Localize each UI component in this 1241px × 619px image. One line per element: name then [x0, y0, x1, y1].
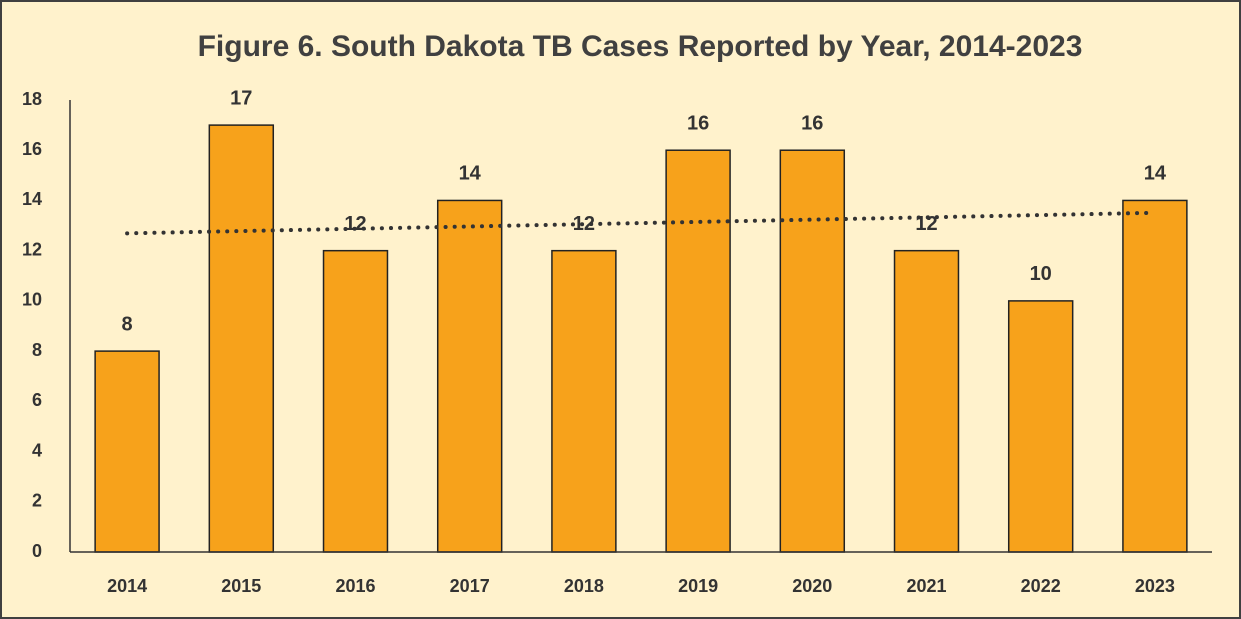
x-tick-label: 2019	[678, 576, 718, 596]
x-tick-label: 2020	[792, 576, 832, 596]
x-tick-label: 2018	[564, 576, 604, 596]
bar	[1122, 199, 1188, 553]
y-tick-label: 12	[22, 239, 42, 259]
data-label: 12	[915, 213, 937, 235]
y-tick-label: 6	[32, 390, 42, 410]
x-tick-label: 2015	[221, 576, 261, 596]
trendline	[125, 210, 1157, 236]
bar	[322, 249, 389, 553]
bar	[1007, 300, 1074, 553]
bar	[208, 124, 275, 553]
data-label: 10	[1030, 263, 1052, 285]
x-tick-label: 2023	[1135, 576, 1175, 596]
data-label: 16	[687, 113, 709, 135]
y-tick-label: 18	[22, 89, 42, 109]
bar	[779, 149, 846, 553]
data-label: 17	[230, 87, 252, 109]
bar	[94, 350, 160, 553]
y-tick-label: 2	[32, 491, 42, 511]
data-label: 14	[1144, 163, 1167, 185]
y-tick-label: 16	[22, 139, 42, 159]
x-tick-label: 2017	[450, 576, 490, 596]
y-tick-label: 14	[22, 189, 42, 209]
y-tick-label: 10	[22, 290, 42, 310]
y-tick-label: 4	[32, 440, 42, 460]
bar	[893, 249, 960, 553]
x-tick-label: 2021	[906, 576, 946, 596]
bar	[551, 249, 617, 553]
chart-title: Figure 6. South Dakota TB Cases Reported…	[198, 30, 1083, 63]
x-tick-label: 2016	[335, 576, 375, 596]
data-label: 8	[122, 313, 133, 335]
x-tick-label: 2014	[107, 576, 147, 596]
data-label: 16	[801, 113, 823, 135]
y-tick-label: 8	[32, 340, 42, 360]
bar	[436, 199, 503, 553]
data-label: 14	[459, 163, 482, 185]
bar	[665, 149, 731, 553]
y-tick-label: 0	[32, 541, 42, 561]
data-label: 12	[344, 213, 366, 235]
x-tick-label: 2022	[1021, 576, 1061, 596]
